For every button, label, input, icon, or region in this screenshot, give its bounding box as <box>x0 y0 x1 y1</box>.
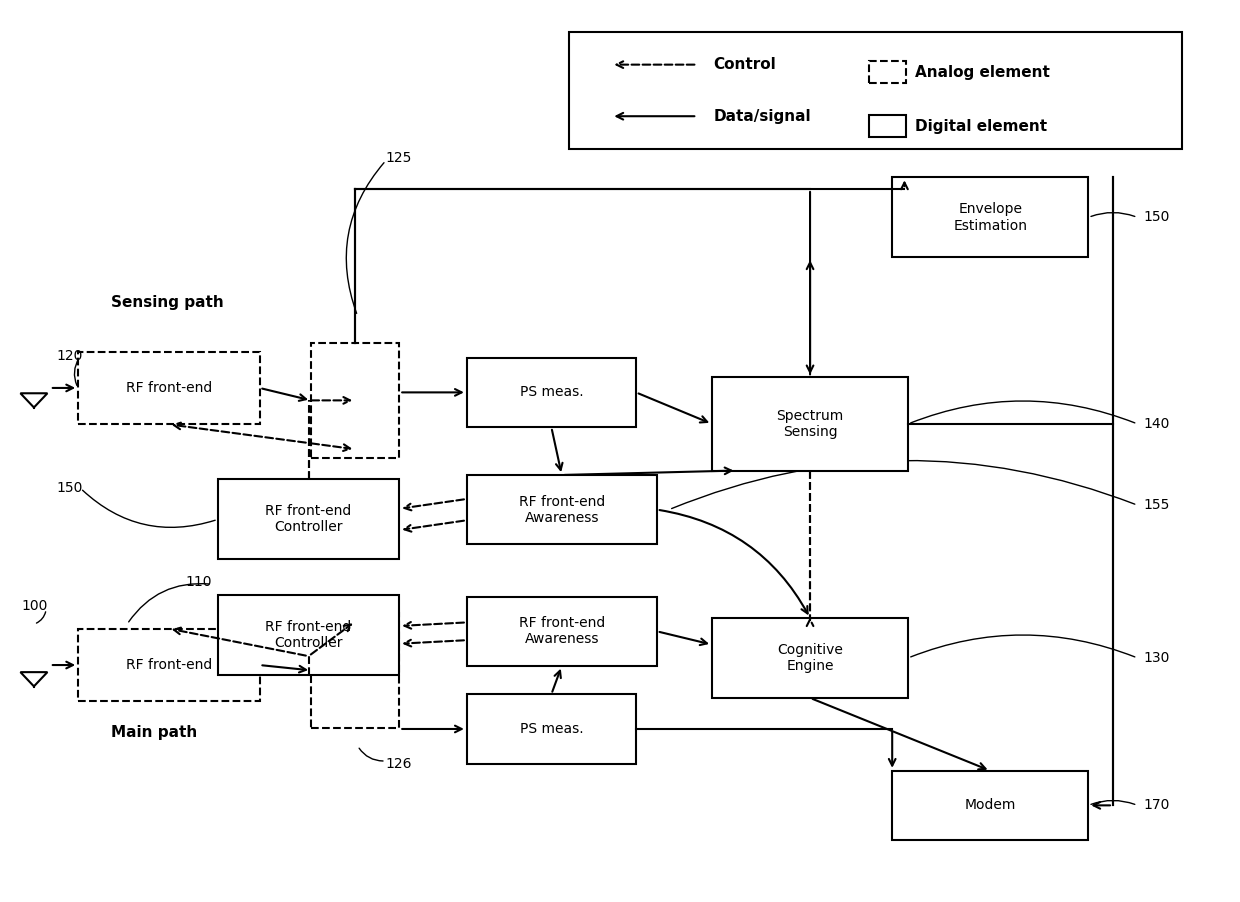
Text: 120: 120 <box>56 349 82 363</box>
Text: RF front-end
Awareness: RF front-end Awareness <box>518 494 605 525</box>
Text: Digital element: Digital element <box>915 119 1048 133</box>
FancyBboxPatch shape <box>893 770 1089 840</box>
Text: 100: 100 <box>21 600 48 613</box>
FancyBboxPatch shape <box>218 595 399 675</box>
FancyBboxPatch shape <box>311 343 399 458</box>
FancyBboxPatch shape <box>893 178 1089 257</box>
FancyBboxPatch shape <box>466 596 657 666</box>
FancyBboxPatch shape <box>78 352 259 424</box>
Text: Data/signal: Data/signal <box>713 109 811 124</box>
Text: 155: 155 <box>1143 498 1169 512</box>
FancyBboxPatch shape <box>78 629 259 702</box>
FancyBboxPatch shape <box>218 480 399 559</box>
Text: RF front-end: RF front-end <box>125 658 212 672</box>
FancyBboxPatch shape <box>712 377 908 471</box>
Text: RF front-end
Controller: RF front-end Controller <box>265 504 352 535</box>
Text: RF front-end
Controller: RF front-end Controller <box>265 620 352 650</box>
FancyBboxPatch shape <box>466 475 657 544</box>
Text: Analog element: Analog element <box>915 65 1050 79</box>
FancyBboxPatch shape <box>311 612 399 728</box>
Text: Cognitive
Engine: Cognitive Engine <box>777 643 843 673</box>
Text: 150: 150 <box>1143 210 1169 225</box>
Text: 150: 150 <box>56 482 82 495</box>
Text: Main path: Main path <box>112 725 197 740</box>
Text: Modem: Modem <box>965 798 1016 813</box>
Text: Sensing path: Sensing path <box>112 295 224 310</box>
Text: 140: 140 <box>1143 417 1169 431</box>
FancyBboxPatch shape <box>466 695 636 764</box>
Text: Spectrum
Sensing: Spectrum Sensing <box>776 409 843 439</box>
FancyBboxPatch shape <box>712 618 908 698</box>
Text: 130: 130 <box>1143 651 1169 665</box>
Text: 125: 125 <box>386 151 412 165</box>
Text: RF front-end: RF front-end <box>125 381 212 395</box>
Text: PS meas.: PS meas. <box>520 385 583 400</box>
FancyBboxPatch shape <box>869 115 905 137</box>
Text: Envelope
Estimation: Envelope Estimation <box>954 202 1027 233</box>
Text: 126: 126 <box>386 757 413 770</box>
FancyBboxPatch shape <box>466 358 636 427</box>
Text: 110: 110 <box>185 575 212 588</box>
Text: RF front-end
Awareness: RF front-end Awareness <box>518 616 605 647</box>
FancyBboxPatch shape <box>869 60 905 83</box>
Text: Control: Control <box>713 57 776 72</box>
Text: 170: 170 <box>1143 798 1169 813</box>
FancyBboxPatch shape <box>568 32 1182 149</box>
Text: PS meas.: PS meas. <box>520 722 583 736</box>
